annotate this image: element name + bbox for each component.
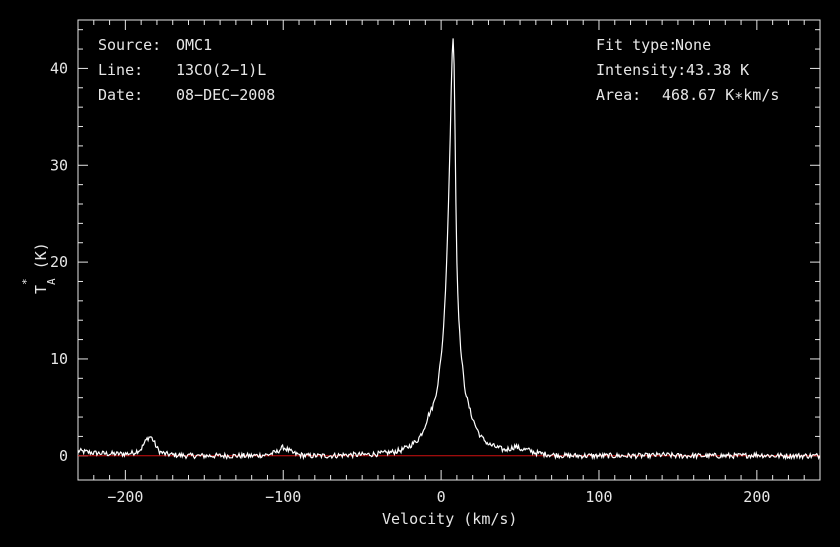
axis-tick-labels: −200 −100 0 100 200 0 10 20 30 40	[50, 59, 770, 506]
y-tick-label: 20	[50, 253, 68, 271]
y-tick-label: 30	[50, 156, 68, 174]
info-fit-type-label: Fit type:	[596, 36, 678, 54]
y-tick-label: 10	[50, 350, 68, 368]
info-line-value: 13CO(2−1)L	[176, 61, 267, 79]
info-fit-type-value: None	[675, 36, 712, 54]
x-axis-label: Velocity (km/s)	[382, 510, 518, 528]
x-tick-label: −100	[265, 488, 301, 506]
axis-ticks	[77, 20, 821, 480]
x-tick-label: −200	[107, 488, 143, 506]
y-tick-label: 0	[59, 447, 68, 465]
y-label-unit: (K)	[32, 242, 50, 270]
info-area-value: 468.67 K∗km/s	[662, 86, 780, 104]
y-label-main: T	[32, 284, 50, 294]
info-source-value: OMC1	[176, 36, 213, 54]
info-area-label: Area:	[596, 86, 642, 104]
info-intensity-label: Intensity:	[596, 61, 687, 79]
info-date-label: Date:	[98, 86, 144, 104]
plot-frame	[77, 19, 821, 481]
y-axis-label: T * A (K)	[20, 242, 58, 294]
info-intensity-value: 43.38 K	[686, 61, 750, 79]
y-label-sub: A	[45, 278, 58, 285]
y-tick-label: 40	[50, 59, 68, 77]
info-line-label: Line:	[98, 61, 144, 79]
y-label-sup: *	[20, 278, 33, 285]
spectrum-series-line	[77, 38, 821, 461]
x-tick-label: 200	[743, 488, 770, 506]
info-source-label: Source:	[98, 36, 162, 54]
info-date-value: 08−DEC−2008	[176, 86, 276, 104]
x-tick-label: 100	[585, 488, 612, 506]
x-tick-label: 0	[437, 488, 446, 506]
